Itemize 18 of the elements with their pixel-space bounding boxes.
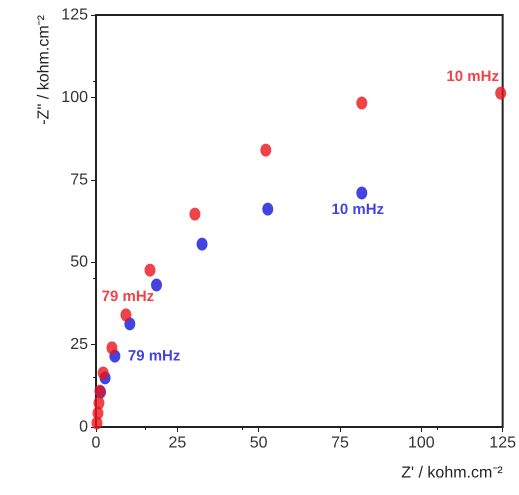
y-tick-label: 50 xyxy=(70,254,88,271)
x-tick-label: 25 xyxy=(168,434,186,452)
y-tick-label: 125 xyxy=(61,6,88,24)
y-tick-label: 100 xyxy=(61,88,88,106)
annotation: 79 mHz xyxy=(102,288,154,305)
x-tick-label: 75 xyxy=(331,434,349,452)
y-tick-label: 75 xyxy=(70,171,88,188)
y-tick-label: 25 xyxy=(70,336,88,354)
x-tick-label: 0 xyxy=(92,434,101,452)
x-tick-label: 100 xyxy=(408,434,435,452)
x-axis-title: Z' / kohm.cm⁻² xyxy=(401,464,504,482)
y-axis-title: -Z'' / kohm.cm⁻² xyxy=(36,14,52,125)
annotation: 10 mHz xyxy=(332,200,384,218)
annotation: 79 mHz xyxy=(128,348,180,365)
x-tick-label: 50 xyxy=(250,434,268,452)
annotation: 10 mHz xyxy=(446,68,499,86)
y-tick-label: 0 xyxy=(79,418,88,436)
x-tick-label: 125 xyxy=(489,434,516,452)
